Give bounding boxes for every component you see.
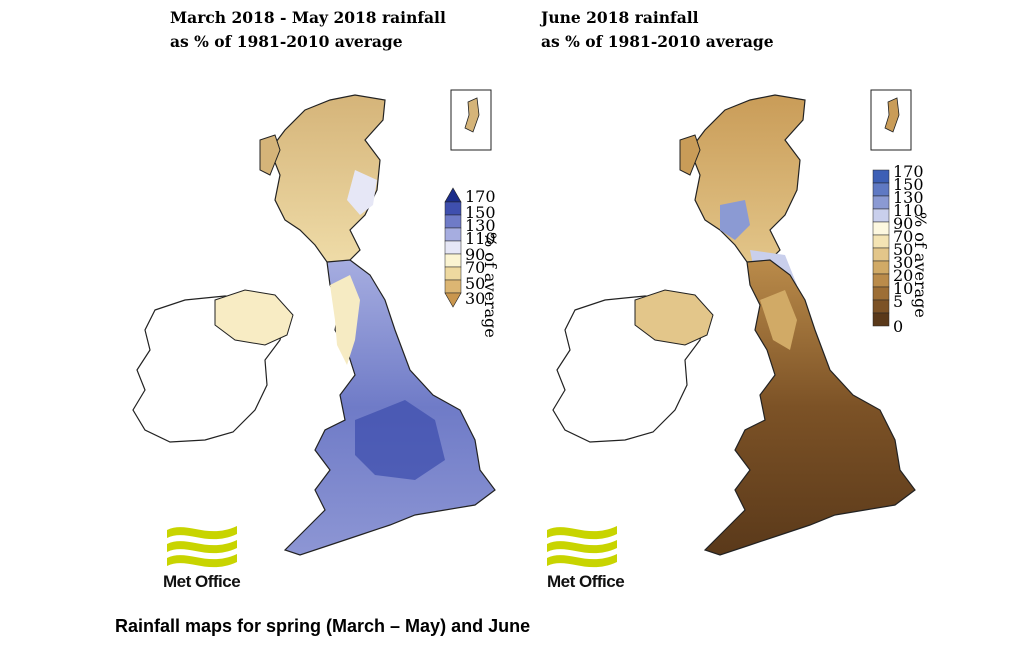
spring-tick-7: 30 [465,289,485,308]
met-office-logo-icon [547,526,617,568]
spring-tick-1: 150 [465,203,496,222]
june-tick-2: 130 [893,188,924,207]
june-tick-4: 90 [893,214,913,233]
spring-tick-4: 90 [465,245,485,264]
spring-tick-2: 130 [465,216,496,235]
june-uk-map: 170 150 130 110 90 70 50 30 20 10 5 0 % … [547,89,930,568]
june-legend: 170 150 130 110 90 70 50 30 20 10 5 0 % … [872,162,930,336]
spring-legend-axis-label: % of average [481,232,500,338]
june-title-line2: as % of 1981-2010 average [541,32,774,51]
spring-title-line1: March 2018 - May 2018 rainfall [170,8,446,27]
met-office-logo-icon [167,526,237,568]
june-tick-5: 70 [893,227,913,246]
figure-caption: Rainfall maps for spring (March – May) a… [115,616,531,636]
england-wales [703,259,916,556]
scotland [689,94,806,266]
northern-ireland [634,289,714,346]
june-map-title: June 2018 rainfall as % of 1981-2010 ave… [541,6,774,54]
june-rainfall-panel: June 2018 rainfall as % of 1981-2010 ave… [535,0,995,600]
spring-tick-6: 50 [465,274,485,293]
hebrides [259,134,281,176]
spring-tick-0: 170 [465,187,496,206]
spring-rainfall-panel: March 2018 - May 2018 rainfall as % of 1… [115,0,575,600]
northern-ireland [214,289,294,346]
june-tick-11: 0 [893,317,903,336]
june-tick-3: 110 [893,201,924,220]
spring-title-line2: as % of 1981-2010 average [170,32,403,51]
june-met-office-wordmark: Met Office [547,572,625,591]
spring-tick-5: 70 [465,258,485,277]
june-tick-7: 30 [893,253,913,272]
june-tick-10: 5 [893,292,903,311]
june-title-line1: June 2018 rainfall [541,8,699,27]
june-tick-6: 50 [893,240,913,259]
june-tick-9: 10 [893,279,913,298]
spring-tick-3: 110 [465,229,496,248]
spring-uk-map: 170 150 130 110 90 70 50 30 % of average [132,89,500,568]
june-tick-0: 170 [893,162,924,181]
spring-legend: 170 150 130 110 90 70 50 30 % of average [444,187,500,338]
scotland [269,94,386,266]
june-tick-8: 20 [893,266,913,285]
spring-met-office-wordmark: Met Office [163,572,241,591]
june-legend-axis-label: % of average [911,212,930,318]
spring-map-title: March 2018 - May 2018 rainfall as % of 1… [170,6,446,54]
june-tick-1: 150 [893,175,924,194]
